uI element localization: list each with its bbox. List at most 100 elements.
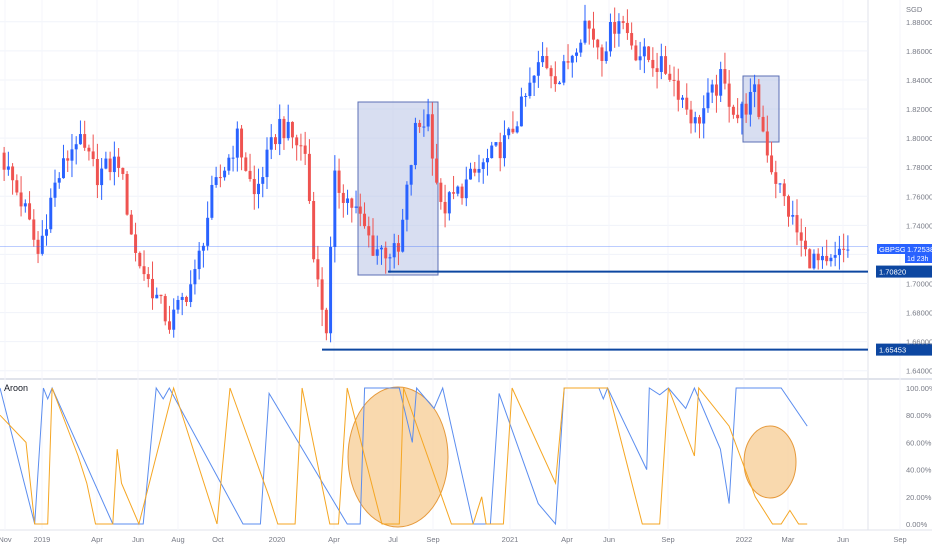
- candle-body: [324, 309, 328, 334]
- candle-body: [134, 234, 138, 253]
- highlight-box-2022[interactable]: [742, 75, 780, 143]
- candle-body: [396, 243, 400, 252]
- candle-body: [617, 21, 621, 34]
- candle-body: [808, 249, 812, 269]
- candle-body: [719, 69, 723, 96]
- price-tick-label: 1.70000: [906, 280, 932, 289]
- time-tick-label: Jul: [388, 535, 398, 544]
- candle-body: [765, 131, 769, 156]
- candle-body: [430, 114, 434, 159]
- candle-body: [121, 167, 125, 174]
- highlight-ellipse-2020[interactable]: [347, 386, 449, 528]
- candle-body: [95, 159, 99, 186]
- candle-body: [70, 149, 74, 161]
- candle-body: [32, 219, 36, 240]
- candle-body: [528, 82, 532, 96]
- candle-body: [460, 186, 464, 199]
- candle-body: [100, 168, 104, 186]
- candle-body: [163, 296, 167, 322]
- candle-body: [485, 158, 489, 163]
- candle-body: [846, 249, 850, 251]
- price-axis[interactable]: 1.88000 1.86000 1.84000 1.82000 1.80000 1.780…: [906, 18, 932, 376]
- price-tick-label: 1.86000: [906, 47, 932, 56]
- currency-label: SGD: [906, 5, 923, 14]
- candle-body: [273, 137, 277, 145]
- candle-body: [45, 229, 49, 236]
- candle-body: [596, 39, 600, 48]
- candle-body: [443, 201, 447, 214]
- time-tick-label: Sep: [426, 535, 439, 544]
- candle-body: [736, 114, 740, 119]
- candle-body: [477, 168, 481, 173]
- candle-body: [668, 73, 672, 80]
- candle-body: [791, 215, 795, 217]
- indicator-tick-label: 60.00%: [906, 438, 932, 447]
- candle-body: [138, 252, 142, 267]
- candle-body: [206, 217, 210, 246]
- candle-body: [252, 179, 256, 195]
- candle-body: [532, 75, 536, 83]
- price-box: [905, 244, 932, 263]
- candle-body: [545, 56, 549, 69]
- time-tick-label: 2020: [269, 535, 286, 544]
- time-tick-label: Oct: [212, 535, 225, 544]
- candle-body: [83, 134, 87, 148]
- candle-body: [392, 243, 396, 258]
- candle-body: [456, 186, 460, 194]
- candle-body: [358, 206, 362, 214]
- candle-body: [812, 253, 816, 269]
- candle-body: [787, 196, 791, 217]
- time-tick-label: 2021: [502, 535, 519, 544]
- candle-body: [630, 33, 634, 46]
- candle-body: [269, 137, 273, 150]
- candle-body: [490, 145, 494, 159]
- candle-body: [117, 156, 121, 168]
- candle-body: [799, 232, 803, 241]
- candle-body: [536, 62, 540, 76]
- candle-body: [278, 118, 282, 145]
- candle-body: [375, 249, 379, 256]
- candle-countdown: 1d 23h: [907, 256, 929, 263]
- candle-body: [469, 168, 473, 180]
- candle-body: [405, 184, 409, 220]
- level-price-box[interactable]: [876, 265, 932, 278]
- candle-body: [384, 247, 388, 259]
- candle-body: [608, 21, 612, 52]
- highlight-ellipse-2022[interactable]: [743, 425, 797, 499]
- candle-body: [57, 178, 61, 183]
- aroon-series: [0, 386, 808, 526]
- price-tick-label: 1.84000: [906, 76, 932, 85]
- candle-body: [104, 158, 108, 169]
- candle-body: [706, 92, 710, 109]
- candle-body: [299, 145, 303, 147]
- candle-body: [388, 257, 392, 259]
- candle-body: [367, 226, 371, 236]
- time-tick-label: Jun: [603, 535, 615, 544]
- candle-body: [240, 128, 244, 158]
- candle-body: [341, 192, 345, 203]
- time-tick-label: Jun: [132, 535, 144, 544]
- candle-body: [346, 198, 350, 203]
- candle-body: [744, 103, 748, 115]
- candle-body: [28, 203, 32, 220]
- indicator-axis[interactable]: 100.00% 80.00% 60.00% 40.00% 20.00% 0.00%: [906, 384, 932, 529]
- candle-body: [693, 117, 697, 124]
- candle-body: [167, 321, 171, 330]
- candle-body: [837, 248, 841, 256]
- indicator-tick-label: 40.00%: [906, 466, 932, 475]
- candle-body: [282, 118, 286, 139]
- horizontal-levels[interactable]: 1.70820 1.65453: [322, 265, 932, 356]
- candle-body: [664, 56, 668, 74]
- aroon-up-line: [0, 386, 808, 526]
- level-price-box[interactable]: [876, 343, 932, 356]
- candle-body: [825, 255, 829, 262]
- time-tick-label: Apr: [328, 535, 340, 544]
- time-axis[interactable]: Nov 2019 Apr Jun Aug Oct 2020 Apr Jul Sep 2021 Apr J…: [0, 535, 907, 544]
- candle-body: [519, 96, 523, 127]
- candle-body: [201, 245, 205, 251]
- indicator-title[interactable]: Aroon: [4, 383, 28, 393]
- candle-body: [494, 142, 498, 146]
- candle-body: [659, 56, 663, 72]
